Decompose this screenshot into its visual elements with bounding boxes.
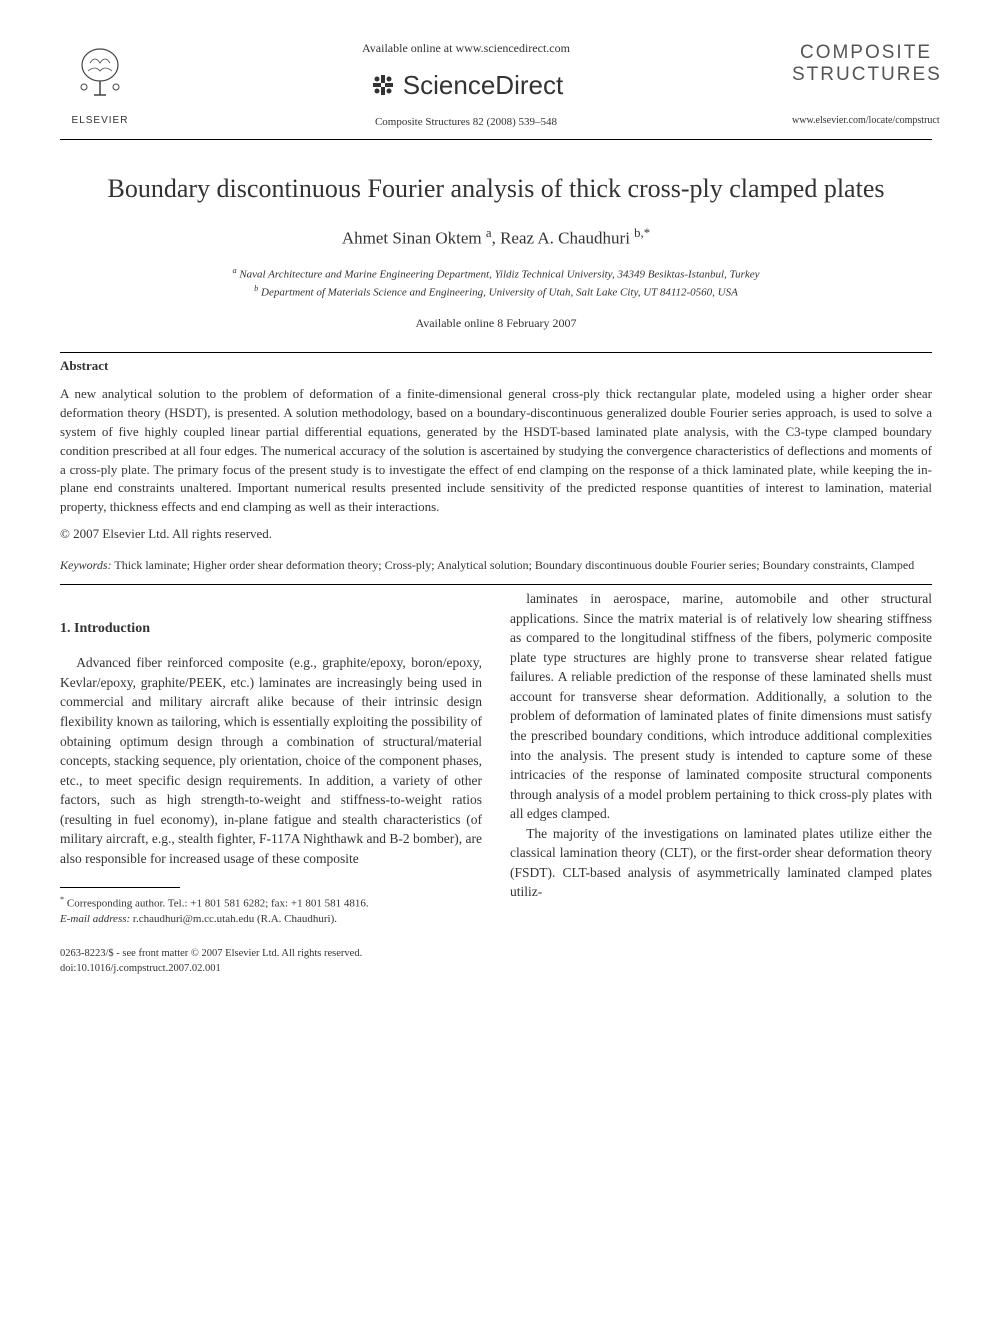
affiliations: a Naval Architecture and Marine Engineer… xyxy=(60,265,932,301)
page-header: ELSEVIER Available online at www.science… xyxy=(60,40,932,131)
issn-line: 0263-8223/$ - see front matter © 2007 El… xyxy=(60,947,482,962)
journal-url: www.elsevier.com/locate/compstruct xyxy=(792,114,932,128)
email-label: E-mail address: xyxy=(60,913,130,925)
keywords-rule xyxy=(60,584,932,585)
email-line: E-mail address: r.chaudhuri@m.cc.utah.ed… xyxy=(60,912,482,927)
affiliation-b: b Department of Materials Science and En… xyxy=(60,283,932,301)
abstract-text: A new analytical solution to the problem… xyxy=(60,385,932,517)
affiliation-a: a Naval Architecture and Marine Engineer… xyxy=(60,265,932,283)
keywords-label: Keywords: xyxy=(60,558,112,572)
sciencedirect-label: ScienceDirect xyxy=(403,67,563,103)
affiliation-b-text: Department of Materials Science and Engi… xyxy=(261,287,738,299)
publication-date: Available online 8 February 2007 xyxy=(60,315,932,332)
doi-line: doi:10.1016/j.compstruct.2007.02.001 xyxy=(60,962,482,977)
elsevier-logo: ELSEVIER xyxy=(60,43,140,128)
keywords-text: Thick laminate; Higher order shear defor… xyxy=(114,558,914,572)
footnote-separator xyxy=(60,887,180,888)
corresponding-author-note: * Corresponding author. Tel.: +1 801 581… xyxy=(60,894,482,912)
keywords-block: Keywords: Thick laminate; Higher order s… xyxy=(60,557,932,574)
header-center: Available online at www.sciencedirect.co… xyxy=(140,40,792,131)
footer-meta: 0263-8223/$ - see front matter © 2007 El… xyxy=(60,947,482,976)
author-1: Ahmet Sinan Oktem xyxy=(342,229,482,248)
journal-cover-title: COMPOSITE STRUCTURES xyxy=(792,42,932,86)
elsevier-label: ELSEVIER xyxy=(60,114,140,128)
abstract-copyright: © 2007 Elsevier Ltd. All rights reserved… xyxy=(60,525,932,543)
body-columns: 1. Introduction Advanced fiber reinforce… xyxy=(60,589,932,976)
corresponding-text: Corresponding author. Tel.: +1 801 581 6… xyxy=(67,897,369,909)
sciencedirect-logo: ScienceDirect xyxy=(140,67,792,103)
header-rule xyxy=(60,139,932,140)
abstract-heading: Abstract xyxy=(60,357,932,375)
section-1-heading: 1. Introduction xyxy=(60,619,482,639)
intro-paragraph-1: Advanced fiber reinforced composite (e.g… xyxy=(60,653,482,868)
author-2: Reaz A. Chaudhuri xyxy=(500,229,630,248)
journal-reference: Composite Structures 82 (2008) 539–548 xyxy=(140,115,792,130)
email-suffix: (R.A. Chaudhuri). xyxy=(257,913,337,925)
author-2-sup: b,* xyxy=(634,226,650,240)
journal-cover-block: COMPOSITE STRUCTURES www.elsevier.com/lo… xyxy=(792,42,932,128)
footnotes: * Corresponding author. Tel.: +1 801 581… xyxy=(60,894,482,927)
author-1-sup: a xyxy=(486,226,492,240)
authors-line: Ahmet Sinan Oktem a, Reaz A. Chaudhuri b… xyxy=(60,225,932,250)
email-address[interactable]: r.chaudhuri@m.cc.utah.edu xyxy=(133,913,254,925)
article-title: Boundary discontinuous Fourier analysis … xyxy=(60,172,932,206)
available-online-text: Available online at www.sciencedirect.co… xyxy=(140,40,792,57)
sciencedirect-icon xyxy=(369,71,397,99)
title-rule xyxy=(60,352,932,353)
affiliation-a-text: Naval Architecture and Marine Engineerin… xyxy=(239,268,759,280)
elsevier-tree-icon xyxy=(70,43,130,103)
intro-paragraph-3: The majority of the investigations on la… xyxy=(510,824,932,902)
intro-paragraph-2: laminates in aerospace, marine, automobi… xyxy=(510,589,932,824)
